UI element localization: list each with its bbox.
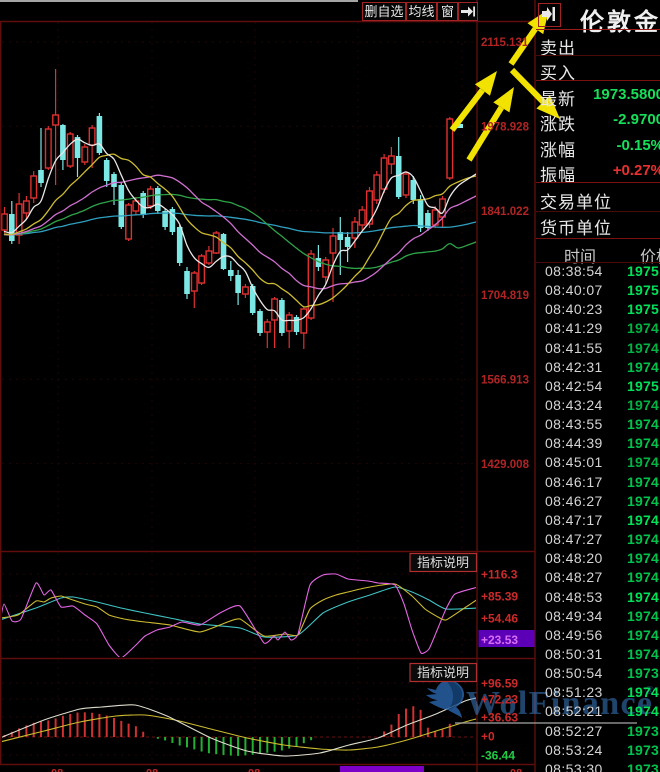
svg-text:+54.46: +54.46: [481, 612, 518, 626]
svg-text:08: 08: [248, 768, 260, 772]
svg-text:08: 08: [146, 768, 158, 772]
svg-text:1566.913: 1566.913: [481, 375, 529, 387]
svg-text:1841.022: 1841.022: [481, 206, 529, 218]
svg-text:+85.39: +85.39: [481, 590, 518, 604]
svg-text:+116.3: +116.3: [481, 568, 518, 582]
svg-text:-36.44: -36.44: [481, 749, 515, 763]
svg-text:1429.008: 1429.008: [481, 459, 530, 471]
svg-text:08: 08: [510, 768, 522, 772]
svg-text:+36.63: +36.63: [481, 711, 518, 725]
svg-text:指标说明: 指标说明: [417, 555, 469, 570]
svg-text:+23.53: +23.53: [481, 633, 518, 647]
svg-text:1704.819: 1704.819: [481, 290, 529, 302]
svg-text:+96.59: +96.59: [481, 677, 518, 691]
svg-text:指标说明: 指标说明: [417, 665, 469, 680]
svg-text:+0: +0: [481, 730, 495, 744]
svg-text:+72.23: +72.23: [481, 693, 518, 707]
svg-text:08: 08: [51, 768, 63, 772]
svg-text:®: ®: [645, 683, 654, 697]
svg-text:2115.131: 2115.131: [481, 37, 529, 49]
svg-text:1978.928: 1978.928: [481, 122, 530, 134]
svg-text:WolFinance: WolFinance: [466, 685, 652, 722]
